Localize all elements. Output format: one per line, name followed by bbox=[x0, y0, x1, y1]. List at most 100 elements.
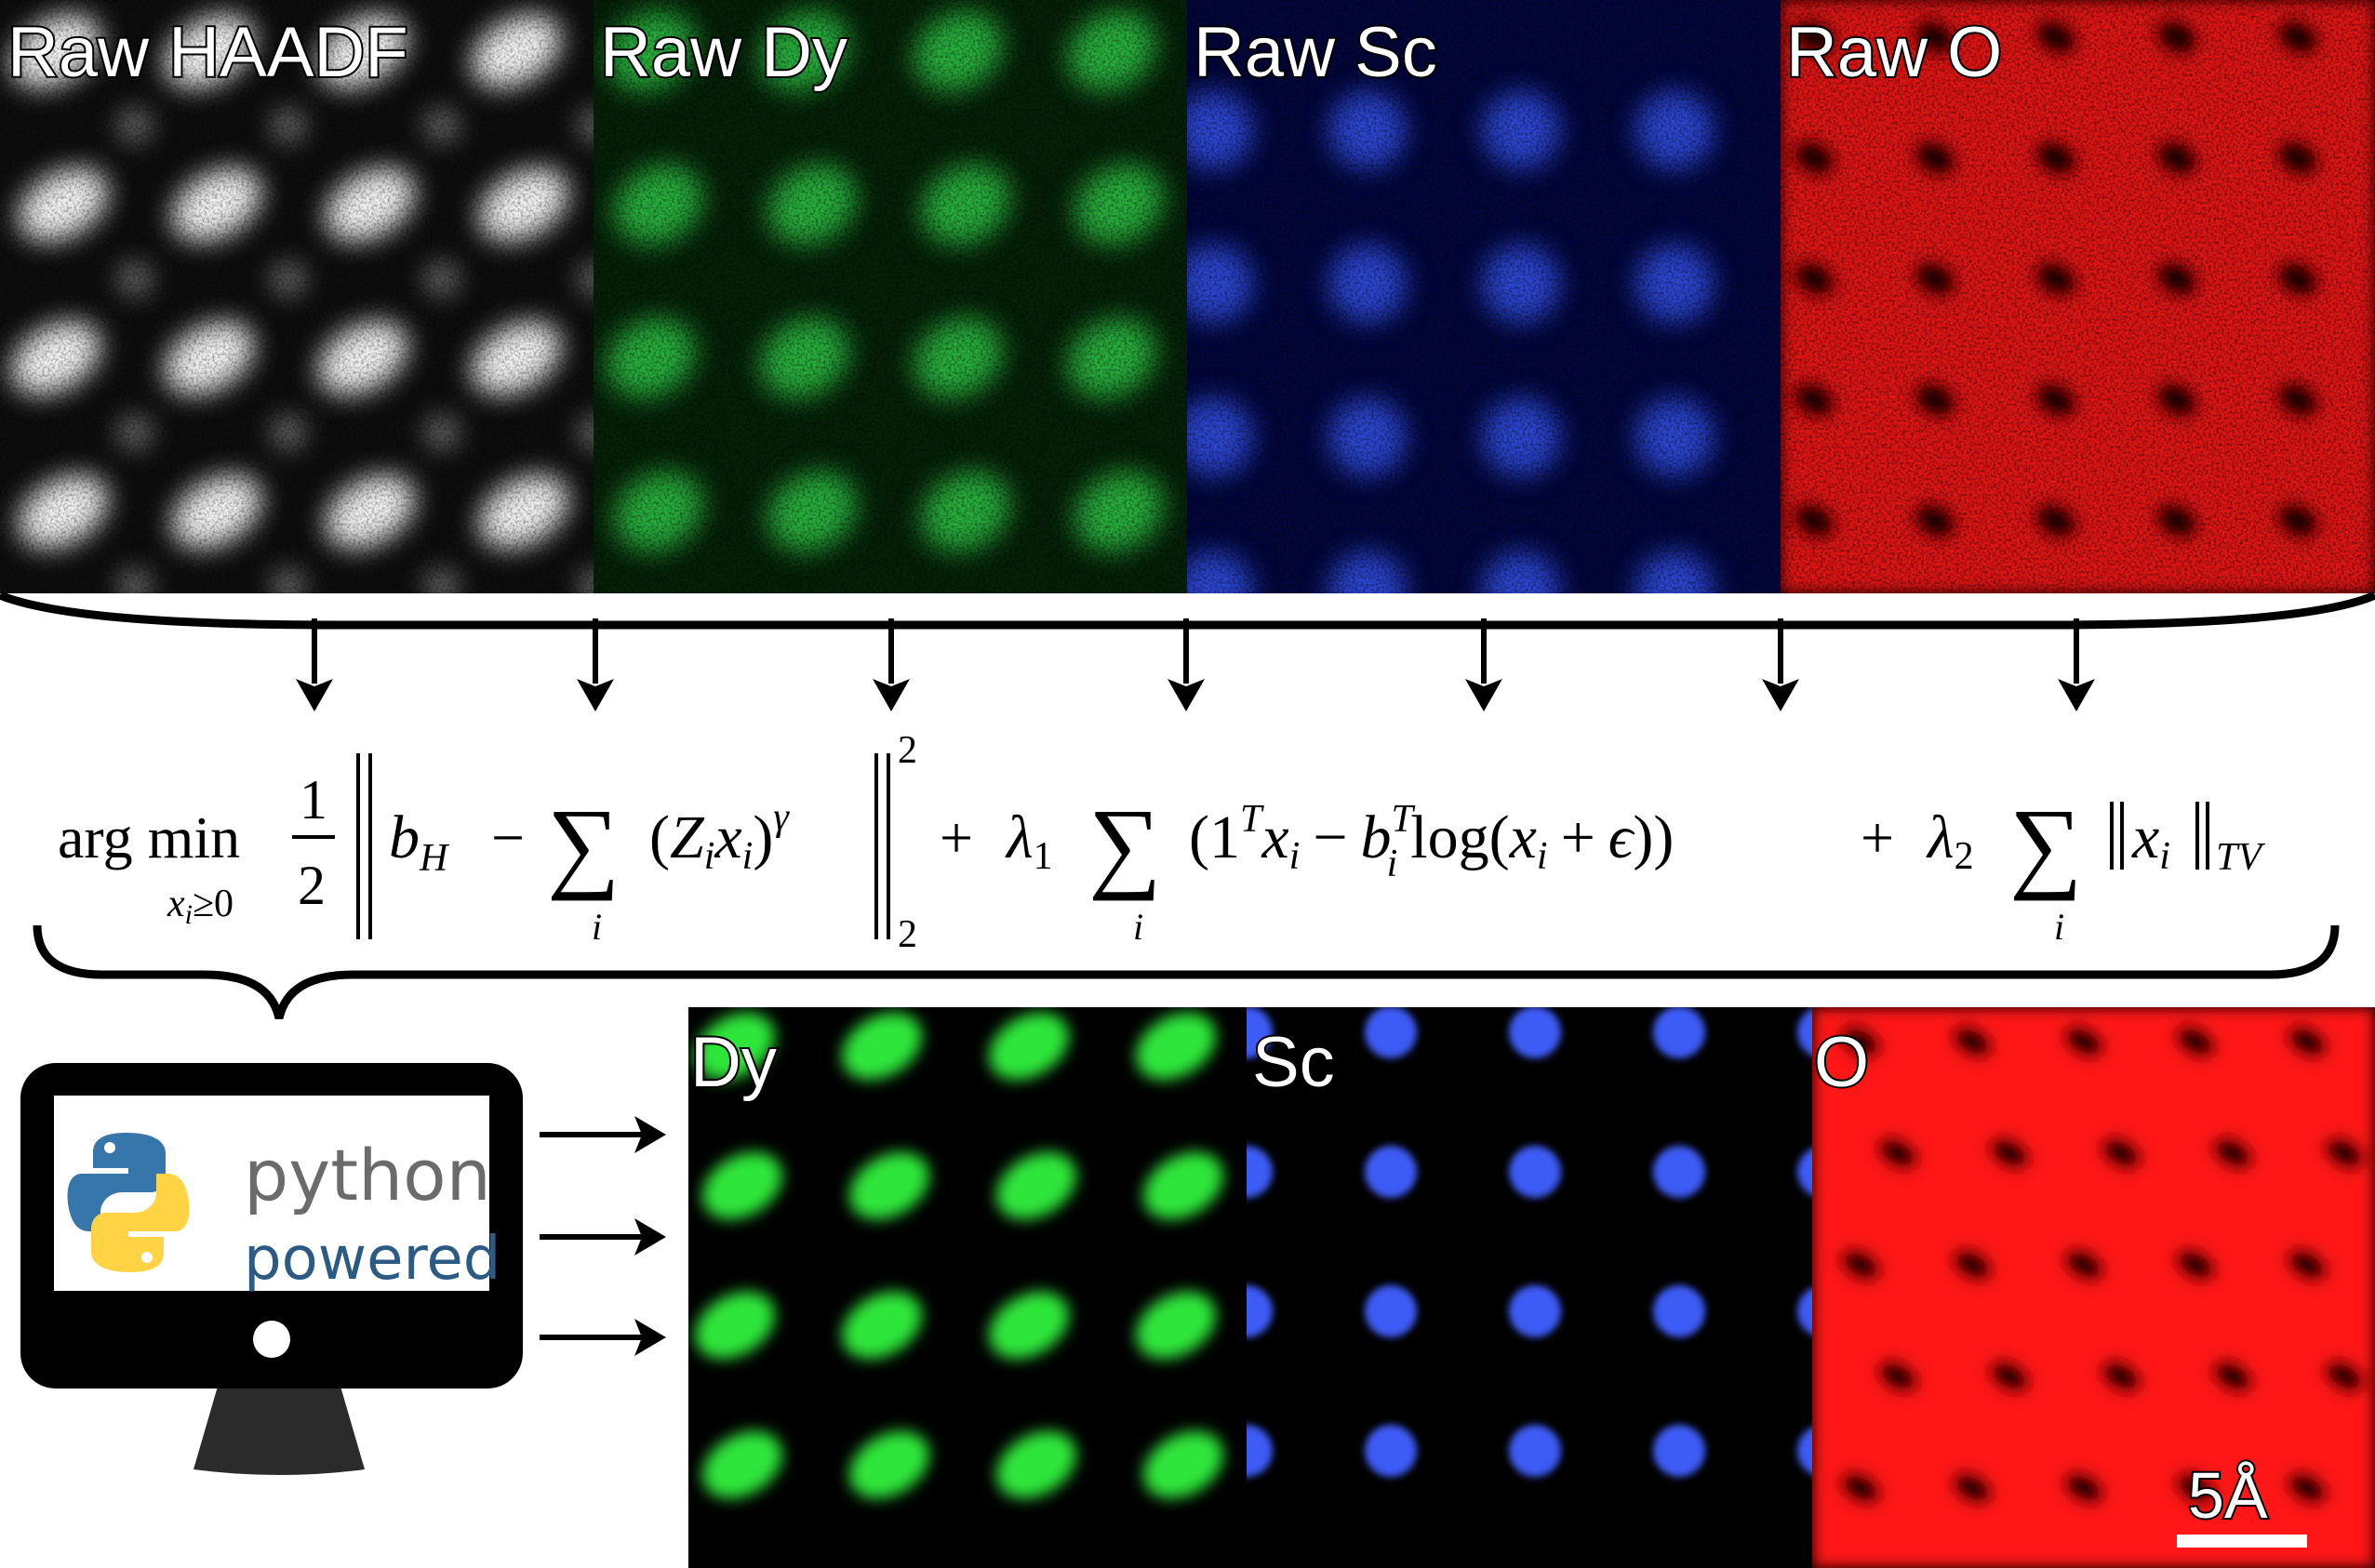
fused-dy-column bbox=[702, 1430, 782, 1499]
fused-dy-column bbox=[849, 1430, 929, 1499]
fused-o-void bbox=[2211, 1359, 2254, 1394]
raw-sc-label: Raw Sc bbox=[1194, 13, 1437, 92]
eq-zx-term: (Zixi)γ bbox=[649, 796, 790, 878]
fused-o-void bbox=[2323, 1136, 2366, 1171]
fused-sc-column bbox=[1797, 1008, 1812, 1056]
eq-poisson-term: (1Txi − bT i log(xi + ϵ)) bbox=[1189, 798, 1674, 885]
fused-o-void bbox=[2062, 1470, 2105, 1506]
eq-x-4: x bbox=[2131, 804, 2159, 871]
fused-o-void bbox=[1876, 1136, 1919, 1171]
output-arrows bbox=[540, 1116, 666, 1356]
python-logo-blue-snake bbox=[67, 1133, 166, 1231]
fused-o-void bbox=[2211, 1136, 2254, 1171]
fused-dy-column bbox=[849, 1151, 929, 1220]
raw-dy-noise bbox=[594, 0, 1187, 593]
eq-norm-sub: 2 bbox=[898, 913, 917, 956]
eq-lambda2: λ2 bbox=[1926, 804, 1974, 878]
top-arrows bbox=[296, 618, 2095, 711]
down-arrow-head bbox=[1762, 679, 1799, 711]
fused-o-void bbox=[2323, 1359, 2366, 1394]
fused-sc-column bbox=[1509, 1007, 1561, 1058]
eq-b: b bbox=[1361, 804, 1392, 871]
eq-sum-2: ∑ bbox=[1088, 788, 1161, 901]
eq-paren-close-2: ) bbox=[1653, 804, 1674, 871]
eq-lambda2-symbol: λ bbox=[1926, 804, 1955, 871]
powered-text: powered bbox=[244, 1225, 500, 1294]
eq-lambda1-sub: 1 bbox=[1034, 835, 1053, 878]
fused-dy-column bbox=[695, 1012, 775, 1081]
fused-dy-column bbox=[702, 1151, 782, 1220]
eq-paren-open-1: ( bbox=[649, 804, 670, 871]
fused-sc-panel bbox=[1247, 1007, 1812, 1568]
raw-o-label: Raw O bbox=[1786, 13, 2002, 92]
python-logo-yellow-eye bbox=[141, 1252, 153, 1263]
fused-o-void bbox=[1988, 1359, 2031, 1394]
fused-sc-atom-columns bbox=[1247, 1007, 1812, 1477]
fused-o-atom-columns bbox=[1812, 1007, 2375, 1568]
eq-argmin: arg min bbox=[58, 804, 240, 870]
eq-tv-x: xi bbox=[2131, 804, 2170, 878]
scale-bar bbox=[2177, 1535, 2307, 1548]
eq-argmin-sub-i: i bbox=[185, 899, 193, 930]
fused-o-void bbox=[1951, 1247, 1994, 1282]
eq-minus-1: − bbox=[491, 804, 525, 870]
down-arrow-head bbox=[296, 679, 333, 711]
fused-dy-column bbox=[989, 1291, 1069, 1360]
down-arrow-head bbox=[873, 679, 910, 711]
fused-sc-column bbox=[1247, 1285, 1273, 1337]
eq-argmin-cond: ≥0 bbox=[193, 883, 233, 925]
python-logo-blue-eye bbox=[104, 1142, 115, 1153]
eq-x-4-sub: i bbox=[2159, 835, 2170, 878]
fused-o-void bbox=[2174, 1024, 2217, 1059]
fused-sc-column bbox=[1247, 1425, 1273, 1477]
raw-dy-panel bbox=[594, 0, 1187, 593]
fused-sc-label: Sc bbox=[1252, 1023, 1335, 1102]
fused-dy-column bbox=[842, 1012, 922, 1081]
fused-o-void bbox=[1951, 1470, 1994, 1506]
raw-haadf-label: Raw HAADF bbox=[7, 13, 408, 92]
fused-o-void bbox=[2062, 1024, 2105, 1059]
fused-o-void bbox=[2286, 1024, 2328, 1059]
eq-paren-open-2: ( bbox=[1189, 804, 1209, 871]
fused-sc-column bbox=[1247, 1007, 1273, 1058]
fused-sc-column bbox=[1365, 1285, 1417, 1337]
eq-sum-3-index: i bbox=[2054, 906, 2064, 948]
eq-paren-close-1: ) bbox=[753, 804, 773, 871]
eq-tv-sub: TV bbox=[2216, 836, 2265, 879]
fused-dy-atom-columns bbox=[695, 1012, 1223, 1499]
fused-dy-column bbox=[1143, 1151, 1223, 1220]
fused-o-void bbox=[2286, 1470, 2328, 1506]
eq-bH-b: b bbox=[389, 804, 420, 871]
fused-o-void bbox=[1876, 1359, 1919, 1394]
eq-one: 1 bbox=[1209, 804, 1240, 871]
fused-o-void bbox=[2100, 1359, 2142, 1394]
fused-o-void bbox=[1839, 1470, 1882, 1506]
fused-sc-column bbox=[1365, 1425, 1417, 1477]
fused-sc-column bbox=[1365, 1007, 1417, 1058]
fused-o-void bbox=[1839, 1024, 1882, 1059]
fused-sc-column bbox=[1653, 1285, 1705, 1337]
down-arrow-head bbox=[2058, 679, 2095, 711]
fused-o-void bbox=[2100, 1136, 2142, 1171]
computer-monitor: python powered bbox=[20, 1063, 523, 1475]
fused-dy-column bbox=[1136, 1012, 1216, 1081]
bottom-brace bbox=[33, 924, 2340, 1020]
raw-o-panel bbox=[1781, 0, 2375, 593]
fused-o-signal bbox=[1812, 1007, 2375, 1568]
eq-argmin-sub-x: x bbox=[167, 883, 185, 925]
fused-dy-column bbox=[996, 1430, 1076, 1499]
output-arrow-2-head bbox=[634, 1218, 666, 1256]
raw-dy-label: Raw Dy bbox=[600, 13, 847, 92]
eq-x-2: x bbox=[1261, 804, 1288, 871]
fused-o-void bbox=[2062, 1247, 2105, 1282]
eq-sum-3: ∑ bbox=[2009, 788, 2082, 901]
eq-norm-sup: 2 bbox=[898, 729, 917, 772]
fused-sc-column bbox=[1365, 1146, 1417, 1198]
eq-argmin-sub: xi≥0 bbox=[167, 883, 233, 930]
eq-b-sub: i bbox=[1387, 843, 1398, 885]
eq-sum-1: ∑ bbox=[547, 788, 620, 901]
fused-o-void bbox=[1988, 1136, 2031, 1171]
fused-dy-column bbox=[1143, 1430, 1223, 1499]
eq-minus-2: − bbox=[1313, 804, 1347, 871]
eq-sum-2-index: i bbox=[1133, 906, 1143, 948]
